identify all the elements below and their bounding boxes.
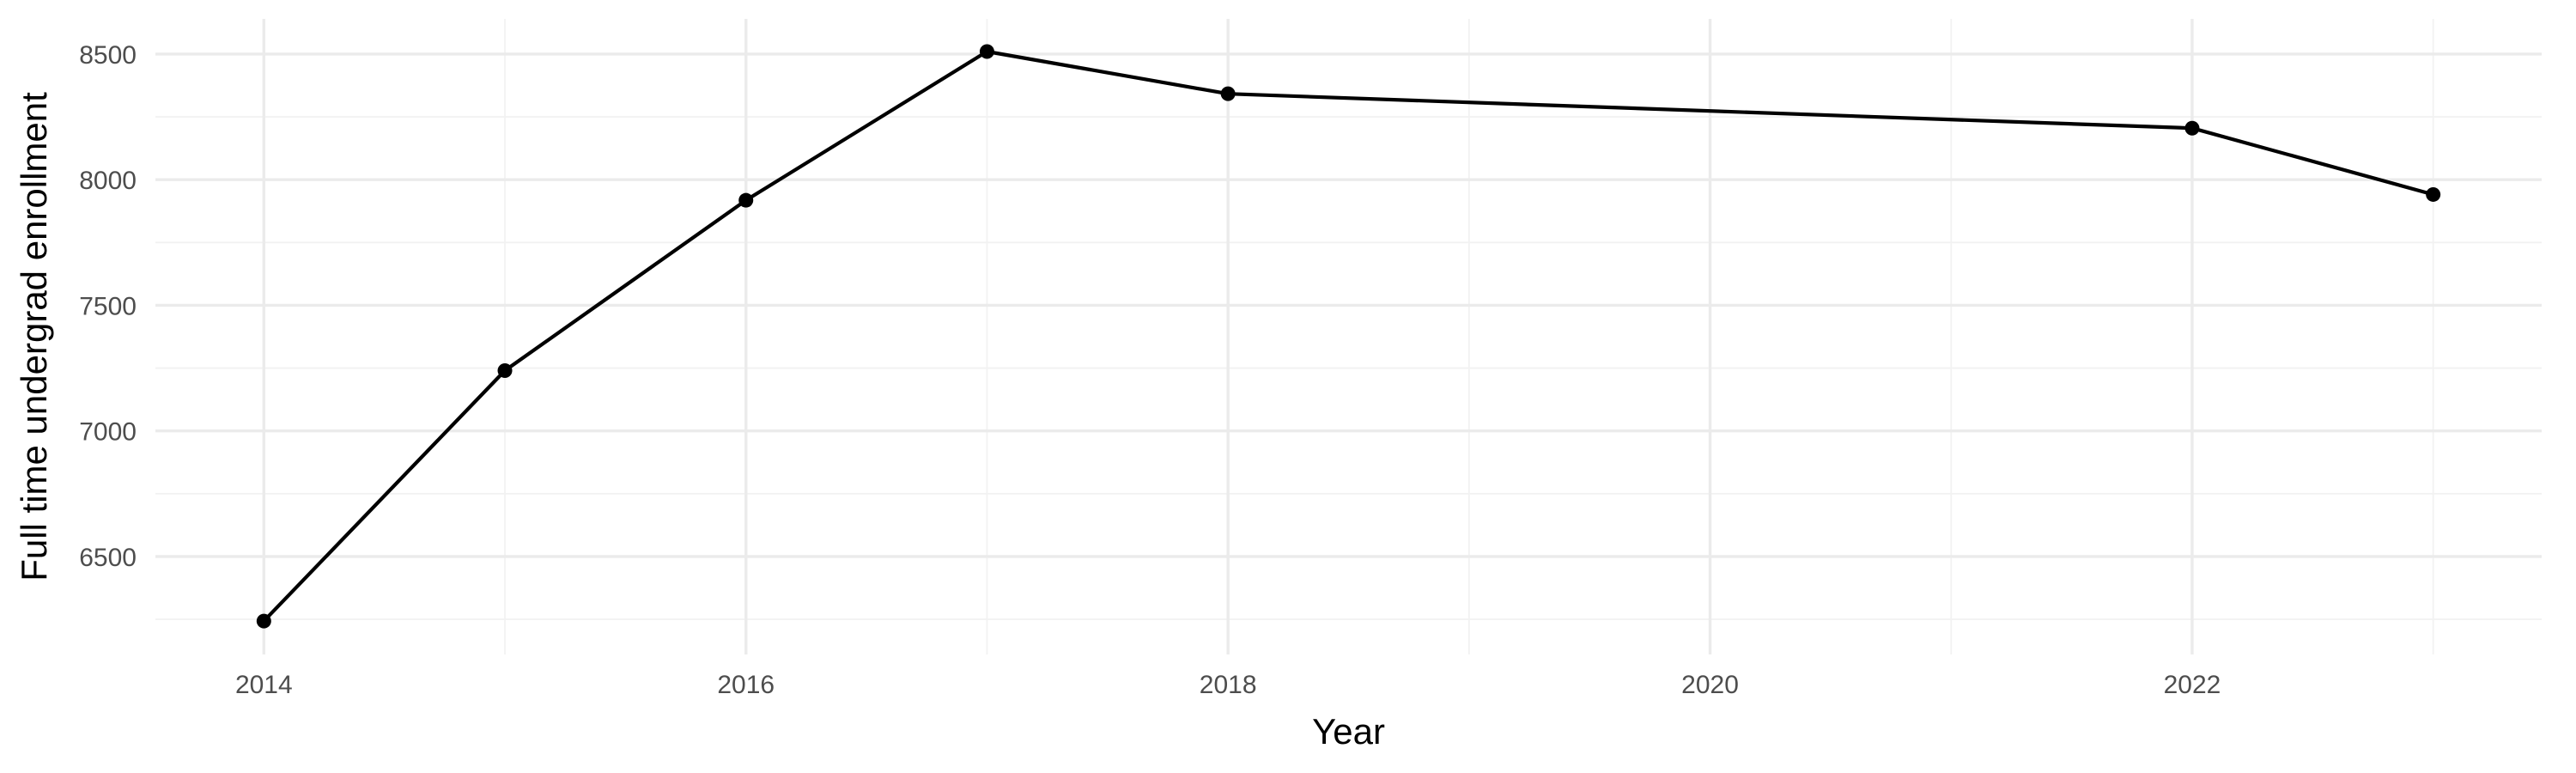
x-tick-label: 2020 <box>1681 671 1739 699</box>
data-point <box>497 362 513 378</box>
y-axis-ticks: 6500 7000 7500 8000 8500 <box>79 41 137 572</box>
y-tick-label: 7500 <box>79 292 137 320</box>
major-gridlines <box>155 19 2542 654</box>
data-point <box>2426 186 2441 202</box>
data-point <box>1220 86 1236 101</box>
y-tick-label: 8000 <box>79 167 137 195</box>
x-tick-label: 2016 <box>717 671 775 699</box>
x-tick-label: 2018 <box>1200 671 1257 699</box>
x-axis-title: Year <box>1312 711 1385 752</box>
y-tick-label: 6500 <box>79 544 137 572</box>
data-point <box>979 44 994 59</box>
data-series <box>256 44 2441 629</box>
data-point <box>2184 120 2200 136</box>
y-tick-label: 8500 <box>79 41 137 70</box>
x-axis-ticks: 2014 2016 2018 2020 2022 <box>235 671 2221 699</box>
minor-gridlines <box>155 19 2542 654</box>
y-tick-label: 7000 <box>79 418 137 447</box>
y-axis-title: Full time undergrad enrollment <box>14 92 54 581</box>
x-tick-label: 2022 <box>2164 671 2221 699</box>
data-point <box>256 613 271 629</box>
x-tick-label: 2014 <box>235 671 293 699</box>
series-line <box>262 49 2435 624</box>
data-point <box>738 192 754 208</box>
